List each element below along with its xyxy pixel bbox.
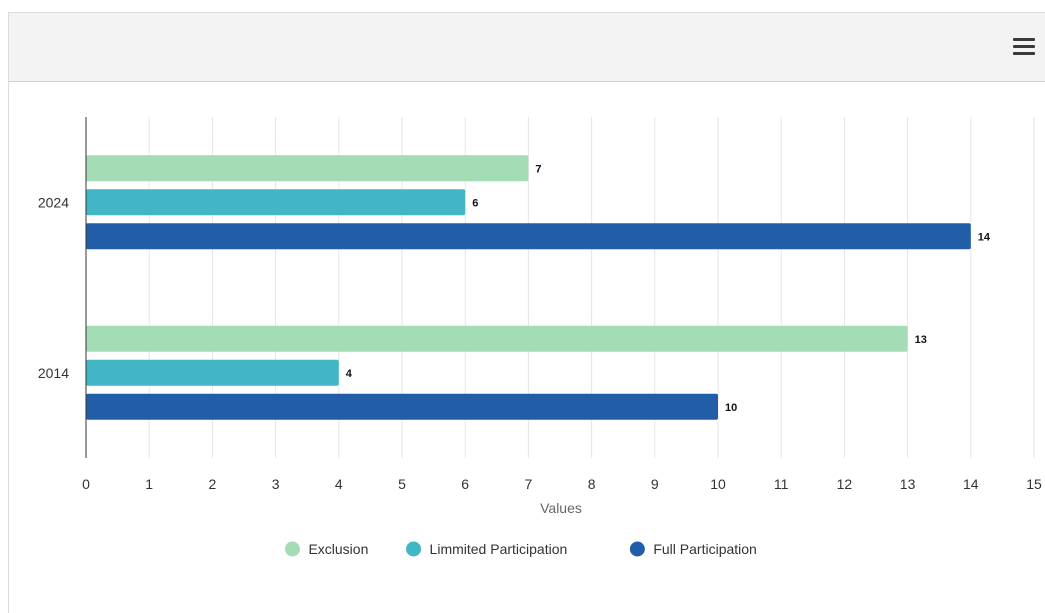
bar[interactable] <box>86 189 466 216</box>
bar[interactable] <box>86 359 339 386</box>
y-axis: 2024 2014 <box>38 117 87 458</box>
y-category-label: 2014 <box>38 365 69 381</box>
legend-label: Exclusion <box>308 541 368 557</box>
legend-item[interactable]: Limmited Participation <box>406 541 567 557</box>
chart-toolbar <box>9 13 1045 82</box>
x-tick-label: 15 <box>1026 476 1042 492</box>
legend-label: Full Participation <box>653 541 757 557</box>
x-tick-label: 7 <box>525 476 533 492</box>
x-tick-label: 10 <box>710 476 726 492</box>
legend: Exclusion Limmited Participation Full Part… <box>284 541 757 557</box>
bars <box>86 155 971 420</box>
legend-item[interactable]: Full Participation <box>629 541 757 557</box>
bar[interactable] <box>86 155 529 182</box>
x-tick-label: 5 <box>398 476 406 492</box>
legend-label: Limmited Participation <box>430 541 568 557</box>
x-tick-label: 2 <box>209 476 217 492</box>
x-tick-label: 4 <box>335 476 343 492</box>
bar[interactable] <box>86 223 971 250</box>
bar[interactable] <box>86 325 908 352</box>
data-label: 14 <box>978 231 991 243</box>
x-tick-label: 14 <box>963 476 979 492</box>
data-label: 6 <box>472 197 478 209</box>
legend-swatch <box>284 541 300 557</box>
x-axis-ticks: 0 1 2 3 4 5 6 7 8 9 10 11 12 13 14 15 <box>82 476 1042 492</box>
x-tick-label: 11 <box>774 476 789 492</box>
x-tick-label: 6 <box>461 476 469 492</box>
x-axis-title: Values <box>540 500 582 516</box>
legend-swatch <box>629 541 645 557</box>
x-tick-label: 12 <box>837 476 853 492</box>
legend-item[interactable]: Exclusion <box>284 541 368 557</box>
hamburger-menu-icon[interactable] <box>1010 33 1038 61</box>
chart-container <box>8 12 1045 613</box>
data-label: 4 <box>346 368 353 380</box>
legend-swatch <box>406 541 422 557</box>
x-tick-label: 1 <box>145 476 153 492</box>
x-tick-label: 3 <box>272 476 280 492</box>
x-tick-label: 0 <box>82 476 90 492</box>
x-tick-label: 9 <box>651 476 659 492</box>
data-labels: 7 6 14 13 4 10 <box>346 163 991 414</box>
x-tick-label: 8 <box>588 476 596 492</box>
data-label: 10 <box>725 402 737 414</box>
data-label: 13 <box>915 334 927 346</box>
x-tick-label: 13 <box>900 476 916 492</box>
bar[interactable] <box>86 393 718 420</box>
data-label: 7 <box>535 163 541 175</box>
y-category-label: 2024 <box>38 194 69 210</box>
